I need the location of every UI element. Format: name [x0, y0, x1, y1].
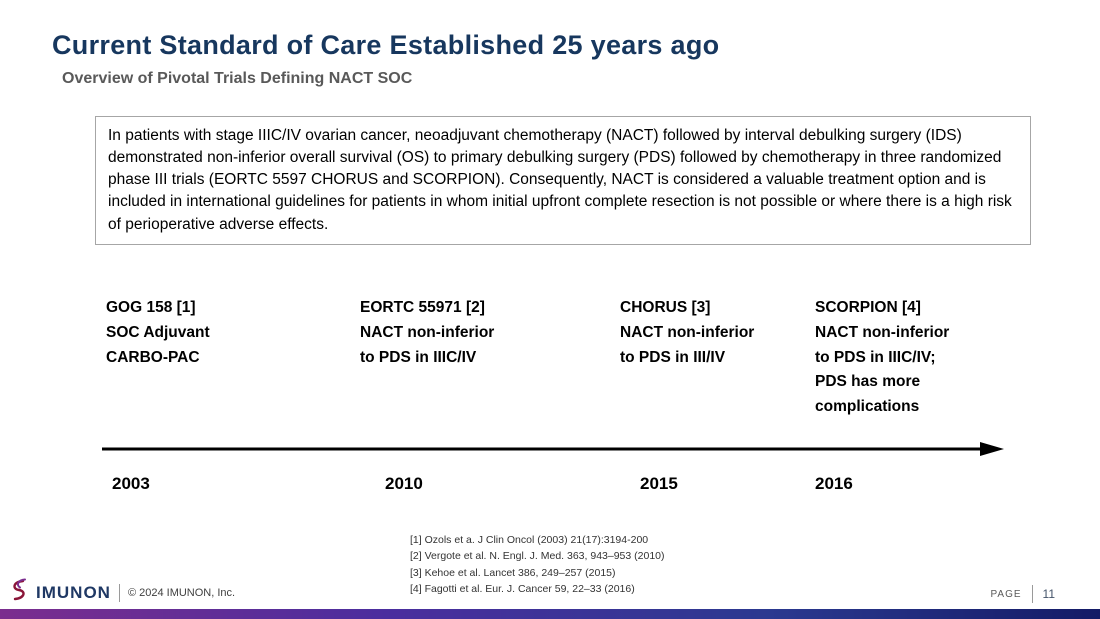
- timeline-arrow-graphic: [102, 442, 1004, 456]
- footer-divider-left: [118, 583, 120, 602]
- imunon-logo-text: IMUNON: [36, 582, 111, 602]
- timeline-arrow: [100, 440, 1005, 458]
- references-block: [1] Ozols et a. J Clin Oncol (2003) 21(1…: [410, 532, 665, 597]
- reference-line-4: [4] Fagotti et al. Eur. J. Cancer 59, 22…: [410, 582, 635, 595]
- slide-footer: IMUNON © 2024 IMUNON, Inc. PAGE 11: [0, 575, 1100, 609]
- reference-line-1: [1] Ozols et a. J Clin Oncol (2003) 21(1…: [410, 534, 649, 546]
- summary-text: In patients with stage IIIC/IV ovarian c…: [108, 127, 1012, 233]
- copyright-text: © 2024 IMUNON, Inc.: [127, 586, 236, 599]
- timeline-year-2016: 2016: [815, 474, 853, 493]
- milestone-gog-158: GOG 158 [1] SOC Adjuvant CARBO-PAC: [106, 299, 210, 366]
- slide-subtitle: Overview of Pivotal Trials Defining NACT…: [62, 70, 413, 87]
- bottom-gradient-bar: [0, 609, 1100, 619]
- milestone-chorus: CHORUS [3] NACT non-inferior to PDS in I…: [620, 299, 755, 366]
- timeline-year-2003: 2003: [112, 474, 150, 493]
- milestone-scorpion: SCORPION [4] NACT non-inferior to PDS in…: [815, 299, 950, 416]
- reference-line-2: [2] Vergote et al. N. Engl. J. Med. 363,…: [410, 550, 665, 563]
- page-number: 11: [1042, 587, 1055, 601]
- timeline-year-2015: 2015: [640, 474, 678, 493]
- page-label: PAGE: [990, 588, 1022, 600]
- imunon-logo-icon: [8, 578, 28, 607]
- reference-line-3: [3] Kehoe et al. Lancet 386, 249–257 (20…: [410, 566, 616, 579]
- footer-left: IMUNON © 2024 IMUNON, Inc.: [8, 578, 235, 607]
- timeline-year-2010: 2010: [385, 474, 423, 493]
- summary-box: In patients with stage IIIC/IV ovarian c…: [95, 116, 1031, 245]
- milestone-eortc-55971: EORTC 55971 [2] NACT non-inferior to PDS…: [360, 299, 495, 366]
- footer-right: PAGE 11: [990, 585, 1055, 603]
- slide-title: Current Standard of Care Established 25 …: [52, 30, 720, 60]
- footer-divider-right: [1031, 585, 1033, 603]
